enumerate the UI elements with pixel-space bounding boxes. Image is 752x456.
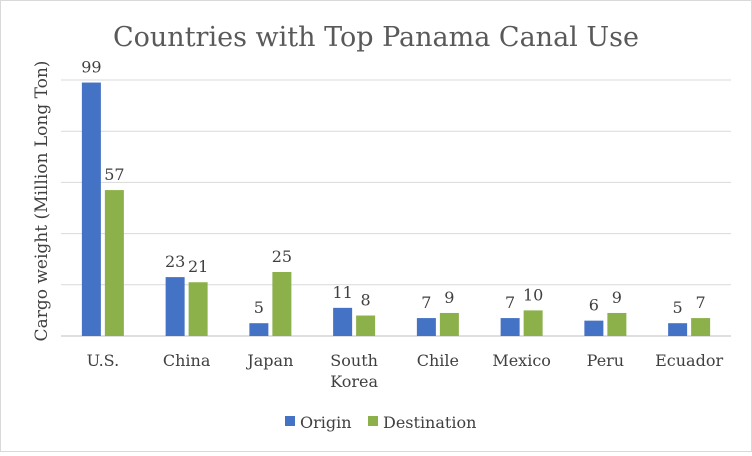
x-tick-label: U.S. [87,351,120,370]
bar-destination [356,315,376,336]
data-label: 7 [421,293,431,312]
legend-label: Origin [300,413,352,432]
bar-destination [104,190,124,336]
data-label: 8 [361,291,371,310]
bar-origin [668,323,688,336]
x-tick-label: Peru [587,351,624,370]
data-label: 6 [589,296,599,315]
data-label: 25 [272,247,292,266]
bar-destination [523,310,543,336]
gridlines [61,79,731,337]
bar-origin [500,318,520,336]
x-tick-label: Ecuador [655,351,723,370]
bar-origin [584,320,604,336]
data-label: 7 [505,293,515,312]
legend-swatch [285,416,295,426]
x-tick-label: Mexico [492,351,551,370]
data-label: 5 [254,298,264,317]
legend: Origin Destination [285,413,476,432]
data-label: 9 [444,288,454,307]
data-label: 9 [612,288,622,307]
bar-origin [249,323,269,336]
bar-destination [272,272,292,336]
bar-origin [333,307,353,336]
data-label: 7 [696,293,706,312]
bar-origin [165,277,185,336]
data-label: 23 [165,252,185,271]
chart-title: Countries with Top Panama Canal Use [113,22,639,53]
data-label: 21 [188,257,208,276]
legend-swatch [368,416,378,426]
bar-destination [607,312,627,336]
x-tick-labels: U.S. China Japan South Korea Chile Mexico Peru E… [87,351,724,391]
x-tick-label: South Korea [330,351,378,391]
data-label: 11 [332,283,352,302]
x-tick-label: China [163,351,211,370]
bar-origin [81,82,101,336]
x-tick-label: Japan [245,351,293,370]
x-tick-label: Chile [417,351,459,370]
legend-label: Destination [383,413,476,432]
data-label: 5 [673,298,683,317]
bar-origin [416,318,436,336]
y-axis-label: Cargo weight (Million Long Ton) [32,61,52,342]
bar-destination [439,312,459,336]
bar-destination [188,282,208,336]
data-label: 10 [523,285,543,304]
data-label: 57 [104,165,124,184]
bar-destination [691,318,711,336]
bars [81,82,711,336]
data-label: 99 [81,58,101,77]
